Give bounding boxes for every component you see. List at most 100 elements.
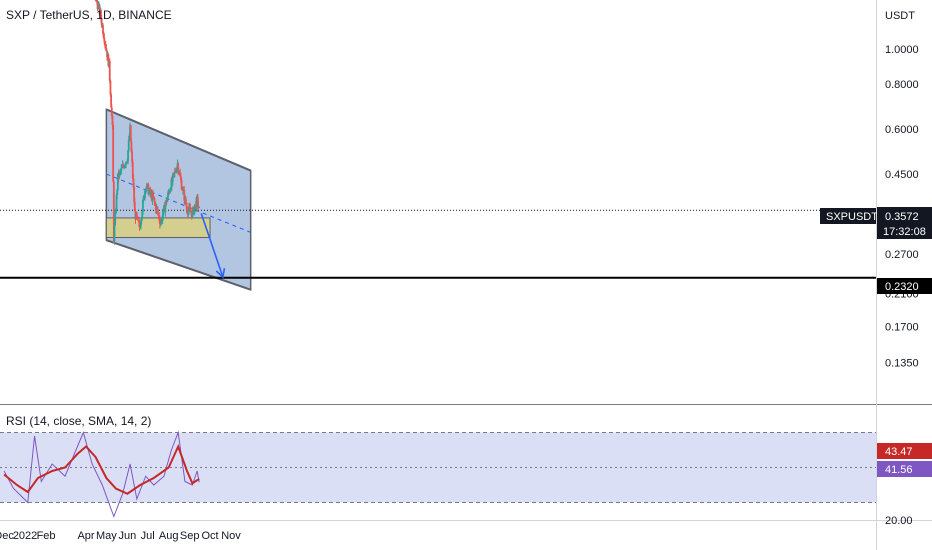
support-level-text: 0.2320: [885, 281, 919, 293]
rsi-value-tag: 41.56: [877, 461, 932, 477]
candle-body: [114, 213, 117, 226]
candle-body: [112, 124, 115, 182]
candle-body: [139, 226, 142, 228]
candle-body: [169, 190, 171, 193]
candle-body: [128, 136, 131, 141]
candle-body: [116, 173, 119, 190]
candle-body: [103, 37, 106, 43]
candle-body: [142, 196, 145, 201]
candle-body: [97, 4, 100, 10]
candle-body: [161, 215, 164, 221]
channel-lower-line[interactable]: [106, 239, 251, 291]
price-axis[interactable]: 1.00000.80000.60000.45000.27000.21000.17…: [885, 44, 919, 370]
candle-body: [125, 161, 128, 163]
candle-body: [166, 197, 169, 202]
candle-body: [187, 210, 190, 215]
candle-body: [186, 206, 188, 213]
candle-body: [191, 210, 194, 217]
candle-body: [179, 176, 182, 181]
candle-body: [169, 190, 172, 192]
candle-body: [142, 200, 144, 213]
candle-body: [179, 172, 182, 177]
time-tick-label: Oct: [201, 530, 218, 542]
candle-body: [102, 25, 104, 34]
candle-body: [107, 54, 110, 67]
candle-body: [164, 205, 167, 213]
rsi-sma-tag: 43.47: [877, 443, 932, 459]
candle-body: [108, 60, 111, 81]
candle-body: [175, 167, 178, 173]
candle-body: [127, 150, 129, 162]
candle-body: [145, 187, 148, 190]
support-zone[interactable]: [105, 217, 211, 239]
countdown-text: 17:32:08: [883, 226, 926, 238]
candle-body: [137, 220, 140, 223]
candle-body: [165, 200, 167, 206]
candle-body: [131, 162, 134, 179]
candle-body: [114, 210, 117, 214]
candle-body: [159, 223, 162, 225]
time-tick-label: Jul: [141, 530, 155, 542]
channel-mid-line: [106, 173, 251, 233]
candle-body: [156, 207, 159, 210]
price-tick-label: 0.1700: [885, 321, 919, 333]
candle-body: [174, 171, 177, 173]
rsi-sma-value: 43.47: [885, 446, 913, 458]
candle-body: [175, 171, 178, 173]
candle-body: [171, 174, 174, 182]
candle-body: [110, 94, 113, 108]
candle-body: [98, 4, 101, 15]
candles-group: [95, 0, 201, 245]
candle-body: [184, 196, 187, 204]
candle-body: [157, 213, 160, 216]
support-level-tag[interactable]: 0.2320: [877, 278, 932, 294]
candle-body: [133, 186, 136, 203]
channel-upper-line[interactable]: [105, 108, 252, 172]
candle-body: [100, 18, 103, 26]
candle-body: [173, 171, 176, 174]
candle-body: [112, 181, 115, 242]
candle-body: [158, 220, 161, 225]
candle-body: [126, 161, 129, 163]
candle-body: [113, 225, 116, 242]
candle-body: [195, 197, 198, 209]
candle-body: [100, 10, 102, 19]
candle-body: [104, 44, 107, 49]
candle-body: [140, 217, 143, 222]
candle-body: [146, 183, 148, 188]
candle-body: [118, 172, 121, 178]
candle-body: [152, 197, 155, 199]
candle-body: [170, 179, 173, 191]
candle-body: [130, 141, 133, 152]
price-tick-label: 1.0000: [885, 44, 919, 56]
candle-body: [133, 202, 136, 212]
candle-body: [115, 194, 118, 211]
candle-body: [124, 164, 127, 166]
candle-body: [188, 206, 191, 209]
candle-body: [190, 211, 192, 213]
projection-arrow-line: [200, 213, 224, 278]
candle-body: [167, 192, 169, 198]
price-tick-label: 0.6000: [885, 124, 919, 136]
candle-body: [129, 125, 132, 142]
projection-arrow[interactable]: [200, 213, 226, 279]
candle-body: [162, 208, 165, 216]
time-tick-label: Nov: [221, 530, 241, 542]
time-tick-label: Dec: [0, 530, 14, 542]
candle-body: [104, 42, 106, 45]
last-price-text: 0.3572: [885, 211, 919, 223]
candle-body: [116, 189, 119, 195]
candle-body: [125, 161, 127, 165]
candle-body: [121, 167, 123, 169]
candle-body: [149, 188, 152, 194]
rsi-tick-label: 20.00: [885, 515, 913, 527]
candle-body: [138, 222, 141, 228]
rsi-sma-line[interactable]: [3, 443, 200, 495]
last-price-tag[interactable]: 0.3572 17:32:08: [877, 207, 932, 239]
rsi-line[interactable]: [3, 430, 200, 518]
candle-body: [189, 208, 192, 212]
candle-body: [111, 115, 114, 125]
candle-body: [185, 203, 188, 207]
